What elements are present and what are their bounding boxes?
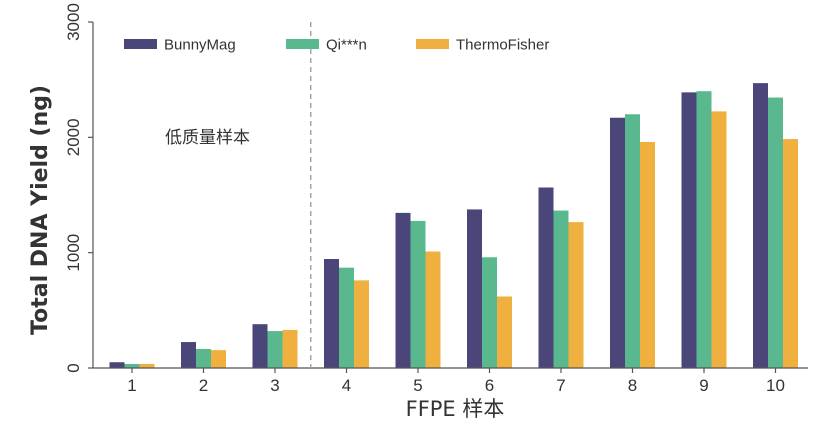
bar-thermofisher-9: [711, 111, 727, 368]
y-tick-label: 3000: [64, 3, 83, 41]
bar-bunnymag-3: [252, 324, 268, 368]
bar-thermofisher-6: [497, 296, 512, 368]
bar-qin-2: [196, 348, 211, 368]
bar-thermofisher-2: [211, 350, 226, 368]
axes-layer: [92, 22, 808, 369]
bar-bunnymag-5: [395, 212, 411, 368]
legend-swatch: [124, 39, 157, 49]
x-tick-label: 10: [766, 376, 785, 395]
bar-bunnymag-9: [681, 92, 697, 368]
bar-bunnymag-1: [109, 362, 125, 368]
x-tick-label: 3: [270, 376, 279, 395]
legend-swatch: [416, 39, 449, 49]
y-tick-label: 1000: [64, 234, 83, 272]
bar-bunnymag-8: [610, 117, 625, 368]
y-tick-label: 2000: [64, 118, 83, 156]
bar-thermofisher-10: [783, 139, 798, 368]
bar-qin-10: [768, 97, 783, 368]
bar-bunnymag-4: [324, 259, 339, 368]
x-tick-label: 7: [556, 376, 565, 395]
bar-qin-6: [482, 257, 497, 368]
bar-bunnymag-10: [753, 83, 768, 369]
y-axis-title: Total DNA Yield (ng): [28, 85, 53, 335]
legend-label: ThermoFisher: [456, 37, 549, 54]
bar-bunnymag-7: [538, 187, 554, 368]
x-tick-label: 5: [413, 376, 422, 395]
x-tick-label: 6: [485, 376, 494, 395]
x-tick-label: 9: [699, 376, 708, 395]
bar-bunnymag-6: [467, 209, 482, 368]
bar-thermofisher-4: [354, 280, 369, 368]
bar-thermofisher-3: [282, 329, 298, 368]
bar-bunnymag-2: [181, 342, 196, 368]
legend-label: BunnyMag: [164, 37, 236, 54]
legend: BunnyMag Qi***n ThermoFisher: [124, 37, 549, 54]
bar-thermofisher-1: [139, 363, 155, 368]
x-tick-label: 1: [127, 376, 136, 395]
bar-qin-9: [696, 91, 712, 368]
x-tick-label: 8: [628, 376, 637, 395]
legend-swatch: [286, 39, 319, 49]
bar-qin-8: [625, 114, 640, 369]
bar-qin-4: [339, 267, 354, 368]
bar-qin-7: [553, 210, 569, 368]
x-ticks-layer: 1 2 3 4 5 6 7 8 9 10: [127, 368, 785, 395]
y-ticks-layer: 0 1000 2000 3000: [64, 3, 93, 373]
bar-qin-1: [124, 363, 140, 368]
x-tick-label: 2: [199, 376, 208, 395]
x-axis-title: FFPE 样本: [406, 397, 505, 421]
legend-label: Qi***n: [326, 37, 367, 54]
bar-qin-3: [267, 331, 283, 368]
x-tick-label: 4: [342, 376, 351, 395]
bar-qin-5: [410, 220, 426, 368]
bar-thermofisher-7: [568, 222, 584, 368]
bar-thermofisher-8: [640, 141, 655, 368]
y-tick-label: 0: [64, 363, 83, 372]
low-quality-annotation: 低质量样本: [165, 128, 250, 148]
bar-thermofisher-5: [425, 251, 441, 368]
bars-layer: [109, 83, 798, 369]
